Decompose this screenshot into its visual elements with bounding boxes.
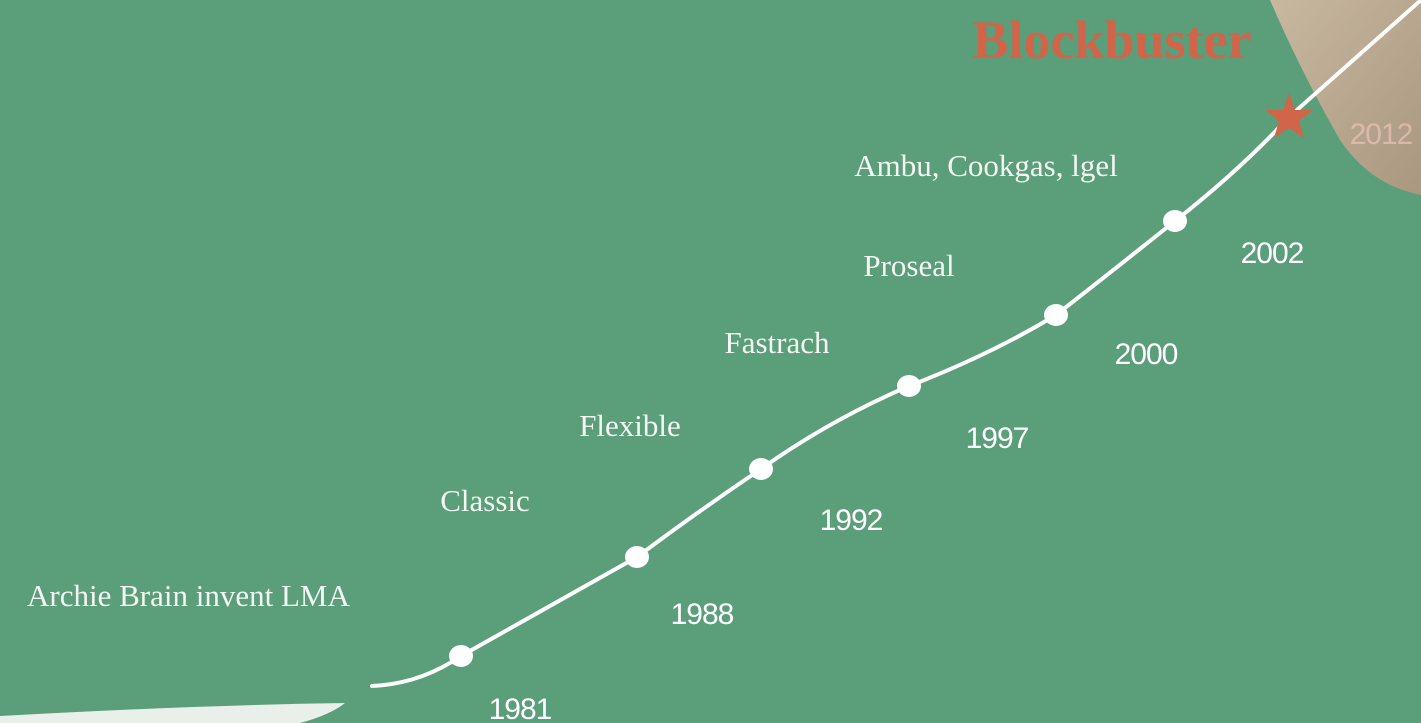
milestone-year: 1997 [966,422,1029,455]
milestone-label: Flexible [579,408,681,443]
milestone-dot [749,458,773,480]
final-year: 2012 [1350,118,1413,151]
milestone-label: Fastrach [724,325,830,360]
milestone-year: 2000 [1115,338,1178,371]
milestone-year: 2002 [1241,237,1304,270]
milestone-label: Classic [440,483,530,518]
milestone-dot [897,375,921,397]
milestone-dot [1163,210,1187,232]
timeline-slide: Blockbuster 2012 Archie Brain invent LMA… [0,0,1421,723]
milestone-dot [449,645,473,667]
milestone-dot [625,546,649,568]
milestone-year: 1981 [489,693,552,723]
milestone-dot [1044,304,1068,326]
milestone-year: 1992 [820,504,883,537]
milestone-label: Archie Brain invent LMA [27,578,350,613]
milestone-label: Ambu, Cookgas, lgel [854,148,1118,183]
milestone-label: Proseal [863,248,954,283]
title: Blockbuster [972,10,1251,70]
milestone-year: 1988 [671,598,734,631]
